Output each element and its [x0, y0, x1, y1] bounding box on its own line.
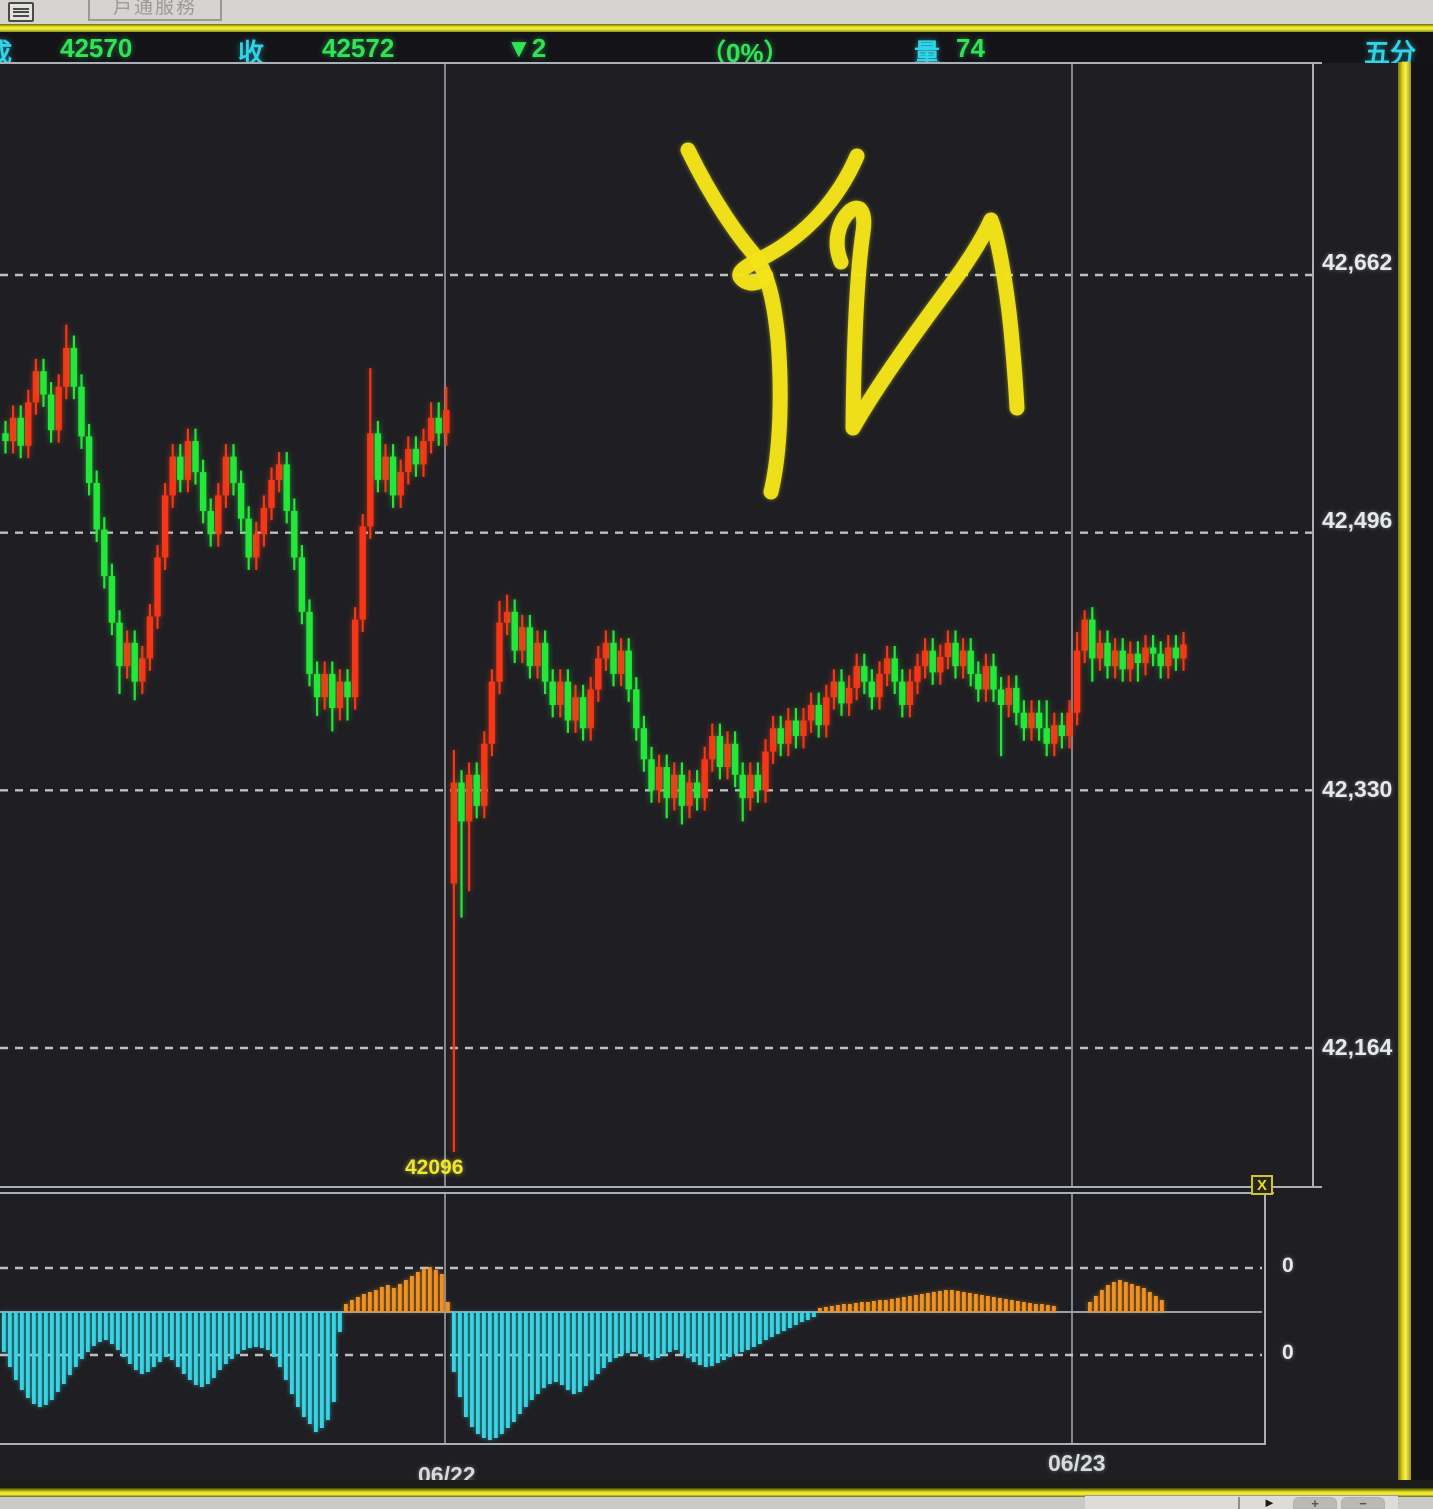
oscillator-positive-layer	[344, 1267, 1164, 1312]
session-low-label: 42096	[405, 1156, 464, 1179]
oscillator-panel-top-border	[0, 1192, 1274, 1194]
candles-down-layer	[2, 335, 1180, 918]
bottom-scrollbar[interactable]	[0, 1497, 1433, 1509]
bottom-gap	[0, 1480, 1433, 1488]
oscillator-panel-bottom-border	[0, 1443, 1266, 1445]
bottom-toolbar: ► + −	[1085, 1495, 1398, 1509]
hamburger-menu-icon[interactable]	[8, 2, 34, 22]
session-date-label: 06/23	[1048, 1450, 1106, 1476]
window-titlebar: 戶通服務	[0, 0, 1433, 24]
price-change-pct: （0%）	[700, 38, 790, 63]
price-tick-label: 42,496	[1322, 507, 1393, 533]
yellow-border-top	[0, 24, 1433, 32]
price-tick-label: 42,164	[1322, 1034, 1393, 1060]
main-panel-right-border	[1312, 62, 1314, 1188]
candles-up-layer	[9, 324, 1187, 1152]
oscillator-panel-right-border	[1264, 1192, 1266, 1445]
ym-annotation	[680, 142, 1025, 500]
oscillator-zero-label: 0	[1282, 1341, 1294, 1364]
zoom-in-button[interactable]: +	[1293, 1497, 1337, 1509]
volume-value: 74	[956, 33, 985, 63]
close-label: 收	[238, 38, 265, 63]
scroll-right-icon[interactable]: ►	[1263, 1495, 1276, 1509]
oscillator-zero-label: 0	[1282, 1254, 1294, 1277]
zoom-out-button[interactable]: −	[1341, 1497, 1385, 1509]
quote-bar: 成 42570 收 42572 ▼2 （0%） 量 74 五分	[0, 32, 1433, 63]
price-tick-label: 42,662	[1322, 249, 1393, 275]
monitor-bezel	[1411, 62, 1433, 1509]
main-panel-top-border	[0, 62, 1322, 64]
interval-selector[interactable]: 五分	[1364, 38, 1417, 63]
toolbar-divider	[1238, 1497, 1240, 1509]
yellow-border-right	[1398, 62, 1411, 1509]
yellow-border-bottom	[0, 1488, 1433, 1497]
quote-partial-label: 成	[0, 33, 12, 63]
last-price: 42570	[60, 33, 133, 63]
prev-close-price: 42572	[322, 33, 395, 63]
price-tick-label: 42,330	[1322, 776, 1393, 802]
close-icon[interactable]: X	[1251, 1175, 1273, 1195]
title-tab[interactable]: 戶通服務	[88, 0, 222, 21]
main-panel-bottom-border	[0, 1186, 1322, 1188]
price-change: ▼2	[506, 33, 547, 63]
volume-label: 量	[914, 38, 941, 63]
oscillator-negative-layer	[2, 1312, 816, 1440]
